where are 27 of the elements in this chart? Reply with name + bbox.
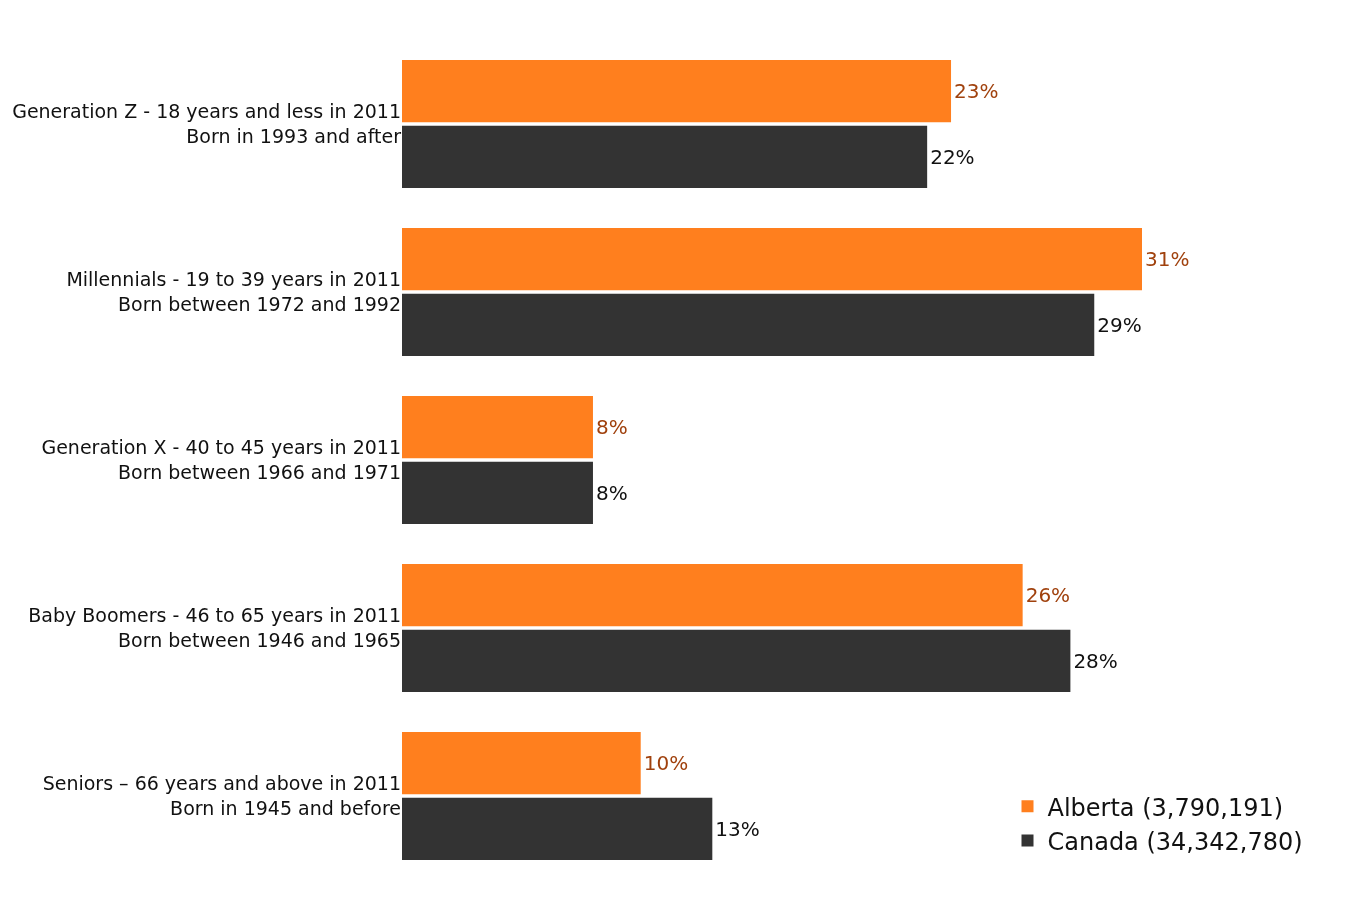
y-tick-label: Seniors – 66 years and above in 2011 Born in 1945 and before (42, 772, 401, 819)
bar (402, 564, 1023, 627)
bar (402, 629, 1071, 692)
y-tick-label: Generation X - 40 to 45 years in 2011 Born between 1966 and 1971 (41, 436, 401, 483)
data-label: 26% (1025, 583, 1071, 608)
data-label: 10% (643, 751, 689, 776)
legend-label: Alberta (3,790,191) (1047, 793, 1284, 822)
y-tick-label: Baby Boomers - 46 to 65 years in 2011 Born between 1946 and 1965 (28, 604, 401, 651)
data-label: 22% (930, 144, 975, 169)
y-tick-label: Millennials - 19 to 39 years in 2011 Born between 1972 and 1992 (66, 268, 401, 315)
legend-label: Canada (34,342,780) (1047, 827, 1303, 856)
bar (402, 396, 593, 459)
data-label: 23% (954, 79, 999, 104)
data-label: 28% (1073, 648, 1118, 673)
data-label: 13% (715, 816, 760, 841)
y-tick-label: Generation Z - 18 years and less in 2011 Born in 1993 and after (12, 100, 402, 147)
data-label: 29% (1097, 312, 1142, 337)
bar (402, 293, 1095, 356)
bar (402, 60, 952, 123)
bar (402, 228, 1142, 291)
data-label: 8% (595, 480, 628, 505)
bar (402, 461, 593, 524)
data-label: 31% (1145, 247, 1190, 272)
data-label: 8% (595, 415, 628, 440)
bar (402, 125, 928, 188)
bar (402, 797, 713, 860)
bar (402, 732, 641, 795)
